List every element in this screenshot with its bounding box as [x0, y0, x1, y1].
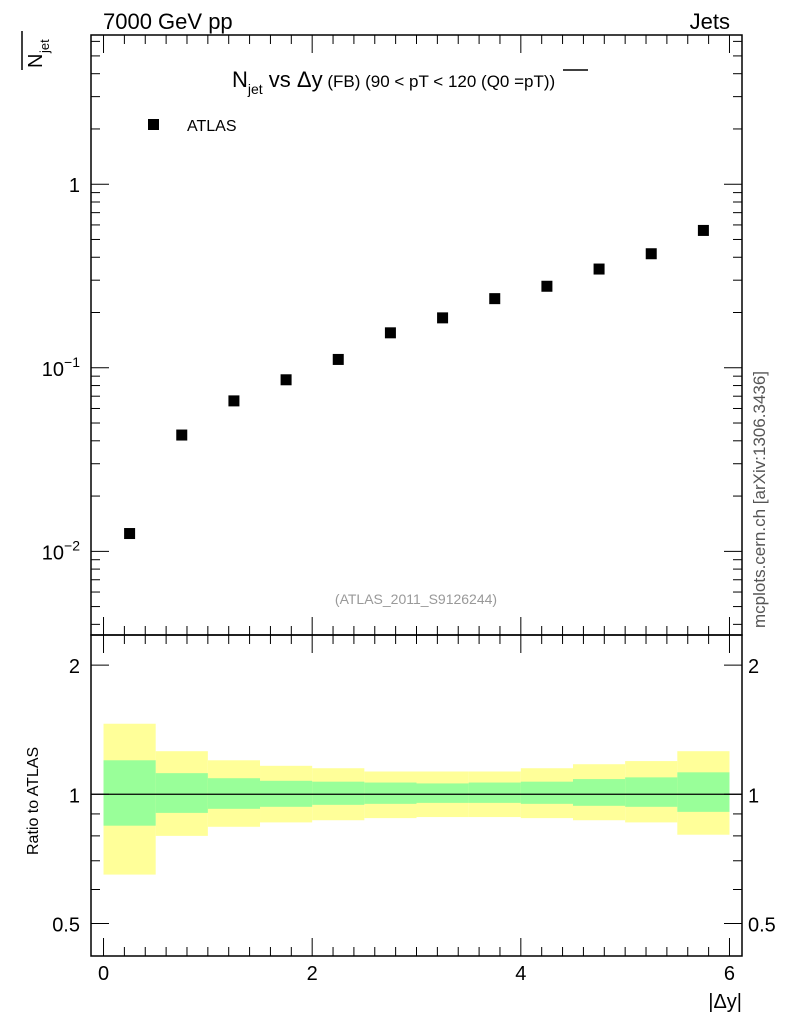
ratio-band-bin	[416, 783, 469, 803]
svg-text:N: N	[25, 54, 47, 68]
xtick-label: 2	[307, 963, 318, 985]
xaxis-label: |Δy|	[708, 991, 742, 1013]
data-point	[384, 327, 396, 339]
lower-ytick-label-left: 0.5	[52, 914, 80, 936]
upper-ytick-label: 1	[69, 175, 80, 197]
data-point	[176, 429, 188, 441]
data-point	[228, 395, 240, 407]
data-point	[541, 280, 553, 292]
data-point	[280, 374, 292, 386]
data-point	[697, 224, 709, 236]
data-point	[124, 528, 136, 540]
upper-ylabel: N jet	[21, 31, 52, 70]
data-point	[437, 312, 449, 324]
ratio-band-bin	[207, 778, 261, 809]
ratio-band-bin	[364, 782, 417, 804]
ratio-band-bin	[625, 777, 678, 807]
lower-ytick-label-right: 2	[748, 656, 759, 678]
legend-label: ATLAS	[187, 118, 237, 135]
ratio-band-bin	[103, 760, 156, 826]
xtick-label: 6	[724, 963, 735, 985]
lower-ytick-label-left: 1	[69, 785, 80, 807]
data-point	[593, 263, 605, 275]
upper-ytick-label: 10−2	[42, 537, 80, 564]
process-label: Jets	[689, 9, 730, 34]
ratio-band-bin	[468, 782, 521, 803]
legend-marker	[148, 119, 159, 130]
data-point	[489, 293, 501, 305]
upper-ytick-label: 10−1	[42, 354, 80, 381]
ratio-band-bin	[572, 779, 626, 806]
energy-label: 7000 GeV pp	[103, 9, 233, 34]
ratio-bands	[91, 723, 742, 875]
xtick-label: 4	[515, 963, 526, 985]
data-points	[124, 224, 709, 540]
chart-title: Njet vs Δy (FB) (90 < pT < 120 (Q0 =pT))	[232, 67, 555, 97]
ratio-ylabel: Ratio to ATLAS	[25, 747, 42, 855]
ratio-band-bin	[312, 781, 365, 805]
axis-ticks: 1 10−1 10−2 0 2 4 6 2 2 1 1 0.5 0.5	[42, 35, 776, 985]
source-label: mcplots.cern.ch [arXiv:1306.3436]	[750, 371, 769, 628]
xtick-label: 0	[98, 963, 109, 985]
lower-ytick-label-right: 1	[748, 785, 759, 807]
lower-ytick-label-right: 0.5	[748, 914, 776, 936]
data-point	[645, 248, 657, 260]
ratio-band-bin	[677, 772, 730, 812]
ratio-band-bin	[520, 781, 573, 804]
svg-text:jet: jet	[37, 39, 52, 54]
data-point	[332, 353, 344, 365]
ratio-band-bin	[155, 773, 208, 813]
lower-ytick-label-left: 2	[69, 656, 80, 678]
analysis-watermark: (ATLAS_2011_S9126244)	[335, 591, 497, 607]
